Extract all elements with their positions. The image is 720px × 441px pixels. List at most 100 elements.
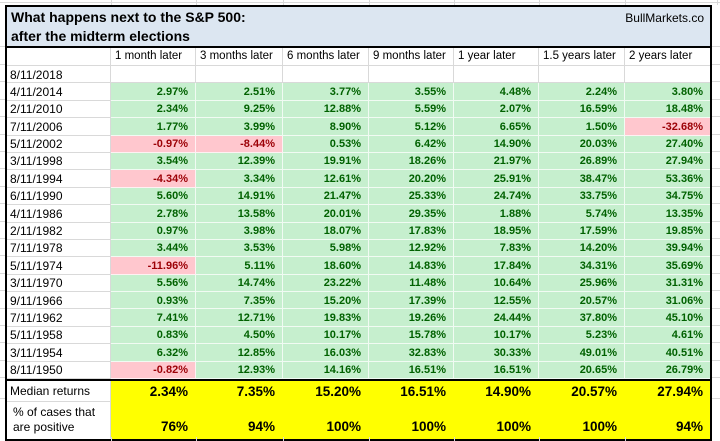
- return-cell[interactable]: 5.59%: [369, 100, 454, 119]
- return-cell[interactable]: 13.35%: [625, 205, 710, 223]
- return-cell[interactable]: 17.39%: [369, 292, 454, 310]
- return-cell[interactable]: 21.97%: [454, 152, 539, 171]
- date-cell[interactable]: 5/11/1974: [7, 257, 111, 275]
- date-cell[interactable]: 7/11/2006: [7, 118, 111, 136]
- return-cell[interactable]: 24.74%: [454, 187, 539, 206]
- return-cell[interactable]: [539, 66, 625, 84]
- return-cell[interactable]: 26.79%: [625, 361, 710, 380]
- return-cell[interactable]: 2.34%: [111, 100, 196, 119]
- return-cell[interactable]: 21.47%: [283, 187, 369, 206]
- return-cell[interactable]: 34.75%: [625, 187, 710, 206]
- return-cell[interactable]: 25.96%: [539, 274, 625, 293]
- return-cell[interactable]: 14.91%: [196, 187, 283, 206]
- date-cell[interactable]: 2/11/2010: [7, 100, 111, 119]
- return-cell[interactable]: 35.69%: [625, 257, 710, 275]
- median-label-cell[interactable]: Median returns: [7, 381, 111, 403]
- return-cell[interactable]: 27.94%: [625, 152, 710, 171]
- return-cell[interactable]: 3.80%: [625, 83, 710, 101]
- return-cell[interactable]: 0.93%: [111, 292, 196, 310]
- return-cell[interactable]: 39.94%: [625, 239, 710, 258]
- return-cell[interactable]: 5.74%: [539, 205, 625, 223]
- return-cell[interactable]: 10.64%: [454, 274, 539, 293]
- return-cell[interactable]: 18.48%: [625, 100, 710, 119]
- return-cell[interactable]: 7.83%: [454, 239, 539, 258]
- return-cell[interactable]: [196, 66, 283, 84]
- return-cell[interactable]: 15.20%: [283, 292, 369, 310]
- return-cell[interactable]: 12.92%: [369, 239, 454, 258]
- date-cell[interactable]: 7/11/1962: [7, 309, 111, 327]
- return-cell[interactable]: 12.55%: [454, 292, 539, 310]
- return-cell[interactable]: -0.82%: [111, 361, 196, 380]
- return-cell[interactable]: 7.35%: [196, 292, 283, 310]
- return-cell[interactable]: 1.88%: [454, 205, 539, 223]
- return-cell[interactable]: 4.50%: [196, 326, 283, 345]
- return-cell[interactable]: 14.74%: [196, 274, 283, 293]
- return-cell[interactable]: 5.23%: [539, 326, 625, 345]
- percent-positive-label-cell[interactable]: % of cases that are positive: [7, 402, 111, 440]
- return-cell[interactable]: 18.07%: [283, 222, 369, 240]
- return-cell[interactable]: 1.77%: [111, 118, 196, 136]
- return-cell[interactable]: -32.68%: [625, 118, 710, 136]
- positive-pct-cell[interactable]: 94%: [196, 402, 283, 440]
- median-value-cell[interactable]: 27.94%: [625, 381, 710, 403]
- return-cell[interactable]: 3.34%: [196, 170, 283, 188]
- median-value-cell[interactable]: 2.34%: [111, 381, 196, 403]
- median-value-cell[interactable]: 7.35%: [196, 381, 283, 403]
- return-cell[interactable]: -0.97%: [111, 135, 196, 153]
- return-cell[interactable]: 25.91%: [454, 170, 539, 188]
- return-cell[interactable]: 45.10%: [625, 309, 710, 327]
- positive-pct-cell[interactable]: 76%: [111, 402, 196, 440]
- return-cell[interactable]: 1.50%: [539, 118, 625, 136]
- return-cell[interactable]: 3.99%: [196, 118, 283, 136]
- return-cell[interactable]: 20.03%: [539, 135, 625, 153]
- return-cell[interactable]: 5.98%: [283, 239, 369, 258]
- return-cell[interactable]: 14.83%: [369, 257, 454, 275]
- return-cell[interactable]: 14.16%: [283, 361, 369, 380]
- return-cell[interactable]: 6.42%: [369, 135, 454, 153]
- return-cell[interactable]: 3.53%: [196, 239, 283, 258]
- return-cell[interactable]: 18.95%: [454, 222, 539, 240]
- return-cell[interactable]: 49.01%: [539, 344, 625, 362]
- return-cell[interactable]: 26.89%: [539, 152, 625, 171]
- return-cell[interactable]: 7.41%: [111, 309, 196, 327]
- column-header[interactable]: 3 months later: [196, 48, 283, 66]
- date-cell[interactable]: 3/11/1954: [7, 344, 111, 362]
- date-cell[interactable]: 4/11/2014: [7, 83, 111, 101]
- corner-cell[interactable]: [7, 48, 111, 66]
- return-cell[interactable]: -11.96%: [111, 257, 196, 275]
- return-cell[interactable]: 2.24%: [539, 83, 625, 101]
- positive-pct-cell[interactable]: 100%: [539, 402, 625, 440]
- return-cell[interactable]: 6.65%: [454, 118, 539, 136]
- return-cell[interactable]: 23.22%: [283, 274, 369, 293]
- return-cell[interactable]: 2.97%: [111, 83, 196, 101]
- title-cell[interactable]: What happens next to the S&P 500: after …: [7, 7, 710, 48]
- return-cell[interactable]: [283, 66, 369, 84]
- return-cell[interactable]: 20.65%: [539, 361, 625, 380]
- return-cell[interactable]: 20.01%: [283, 205, 369, 223]
- return-cell[interactable]: 16.59%: [539, 100, 625, 119]
- return-cell[interactable]: 9.25%: [196, 100, 283, 119]
- return-cell[interactable]: 30.33%: [454, 344, 539, 362]
- positive-pct-cell[interactable]: 100%: [454, 402, 539, 440]
- return-cell[interactable]: [111, 66, 196, 84]
- date-cell[interactable]: 3/11/1970: [7, 274, 111, 293]
- column-header[interactable]: 6 months later: [283, 48, 369, 66]
- return-cell[interactable]: 14.20%: [539, 239, 625, 258]
- return-cell[interactable]: 0.53%: [283, 135, 369, 153]
- date-cell[interactable]: 5/11/2002: [7, 135, 111, 153]
- return-cell[interactable]: [454, 66, 539, 84]
- return-cell[interactable]: -8.44%: [196, 135, 283, 153]
- return-cell[interactable]: 12.71%: [196, 309, 283, 327]
- date-cell[interactable]: 8/11/1950: [7, 361, 111, 380]
- median-value-cell[interactable]: 20.57%: [539, 381, 625, 403]
- return-cell[interactable]: 3.55%: [369, 83, 454, 101]
- return-cell[interactable]: 0.97%: [111, 222, 196, 240]
- return-cell[interactable]: 3.77%: [283, 83, 369, 101]
- return-cell[interactable]: -4.34%: [111, 170, 196, 188]
- return-cell[interactable]: 11.48%: [369, 274, 454, 293]
- return-cell[interactable]: 4.48%: [454, 83, 539, 101]
- return-cell[interactable]: 10.17%: [283, 326, 369, 345]
- column-header[interactable]: 1 month later: [111, 48, 196, 66]
- return-cell[interactable]: 29.35%: [369, 205, 454, 223]
- return-cell[interactable]: 18.60%: [283, 257, 369, 275]
